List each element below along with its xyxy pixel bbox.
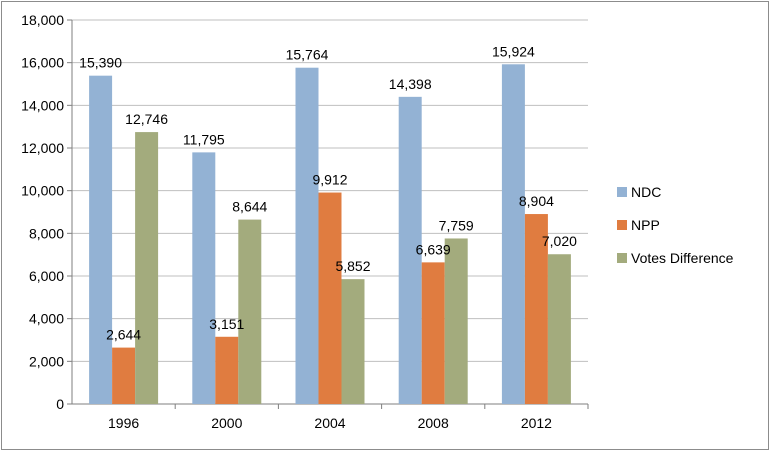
data-label: 5,852 xyxy=(335,258,370,274)
data-label: 15,764 xyxy=(286,47,329,63)
data-label: 7,759 xyxy=(439,217,474,233)
data-label: 2,644 xyxy=(106,327,141,343)
bars xyxy=(89,64,571,405)
y-axis-ticks: 0 2,000 4,000 6,000 8,000 10,000 12,000 14,000 1… xyxy=(21,12,64,412)
legend-label: NPP xyxy=(631,217,660,233)
data-label: 15,924 xyxy=(492,43,535,59)
x-tick-label: 1996 xyxy=(108,415,139,431)
bar-votes-difference xyxy=(547,254,571,404)
legend-swatch xyxy=(617,253,627,263)
data-label: 15,390 xyxy=(79,55,122,71)
y-tick-label: 4,000 xyxy=(29,311,64,327)
bar-npp xyxy=(524,214,548,404)
y-tick-label: 16,000 xyxy=(21,55,64,71)
bar-npp xyxy=(421,262,445,404)
y-tick-label: 10,000 xyxy=(21,183,64,199)
data-label: 6,639 xyxy=(416,241,451,257)
x-tick-label: 2004 xyxy=(314,415,345,431)
data-labels: 15,390 2,644 12,746 11,795 3,151 8,644 15,764 9… xyxy=(79,43,577,342)
y-tick-label: 14,000 xyxy=(21,97,64,113)
y-tick-label: 18,000 xyxy=(21,12,64,28)
x-tick-label: 2008 xyxy=(418,415,449,431)
data-label: 3,151 xyxy=(209,316,244,332)
bar-votes-difference xyxy=(341,279,365,404)
bar-npp xyxy=(318,192,342,404)
bar-votes-difference xyxy=(135,132,159,404)
bar-ndc xyxy=(192,152,216,404)
data-label: 8,644 xyxy=(232,199,267,215)
y-tick-label: 8,000 xyxy=(29,225,64,241)
data-label: 8,904 xyxy=(519,193,554,209)
y-tick-label: 2,000 xyxy=(29,353,64,369)
x-axis-ticks: 1996 2000 2004 2008 2012 xyxy=(108,415,552,431)
data-label: 14,398 xyxy=(389,76,432,92)
x-tick-label: 2012 xyxy=(521,415,552,431)
data-label: 9,912 xyxy=(312,172,347,188)
legend-label: Votes Difference xyxy=(631,250,734,266)
bar-votes-difference xyxy=(444,238,468,404)
data-label: 11,795 xyxy=(183,131,225,147)
bar-ndc xyxy=(295,67,319,405)
y-tick-label: 6,000 xyxy=(29,268,64,284)
bar-npp xyxy=(112,347,136,404)
data-label: 12,746 xyxy=(125,111,168,127)
bar-npp xyxy=(215,336,239,404)
bar-ndc xyxy=(89,75,113,405)
legend-label: NDC xyxy=(631,184,661,200)
y-tick-label: 12,000 xyxy=(21,140,64,156)
legend: NDC NPP Votes Difference xyxy=(617,184,734,266)
data-label: 7,020 xyxy=(542,233,577,249)
legend-swatch xyxy=(617,187,627,197)
bar-votes-difference xyxy=(238,219,262,404)
bar-ndc xyxy=(398,96,422,405)
y-tick-label: 0 xyxy=(56,396,64,412)
x-tick-label: 2000 xyxy=(211,415,242,431)
legend-swatch xyxy=(617,220,627,230)
bar-ndc xyxy=(501,64,525,405)
